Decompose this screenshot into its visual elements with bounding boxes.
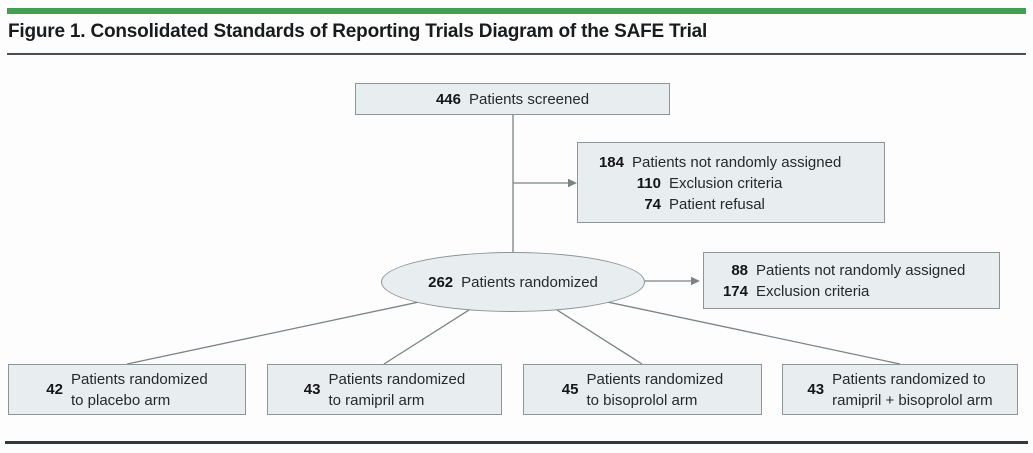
screened-count: 446	[435, 90, 461, 108]
arm-label-line2: to placebo arm	[70, 391, 171, 409]
arm-label-line2: to bisoprolol arm	[586, 391, 698, 409]
arm-label: Patients randomized to ramipril + bisopr…	[832, 369, 992, 411]
ellipse-patients-randomized: 262 Patients randomized	[381, 252, 645, 312]
accent-bar	[7, 8, 1026, 14]
box-arm-placebo: 42 Patients randomized to placebo arm	[8, 364, 246, 415]
figure-title: Figure 1. Consolidated Standards of Repo…	[8, 21, 708, 42]
box-arm-ramipril: 43 Patients randomized to ramipril arm	[267, 364, 502, 415]
arm-label-line2: to ramipril arm	[328, 391, 425, 409]
label: Patient refusal	[669, 196, 765, 213]
arm-label: Patients randomized to ramipril arm	[328, 369, 465, 411]
label: Exclusion criteria	[756, 283, 870, 300]
count: 184	[598, 154, 624, 171]
count: 88	[731, 262, 748, 279]
arm-count: 45	[561, 381, 579, 398]
box-patients-screened: 446 Patients screened	[355, 83, 670, 115]
exclusion-line: 74 Patient refusal	[586, 194, 884, 215]
count: 74	[644, 196, 661, 213]
count: 174	[722, 283, 748, 300]
box-not-randomly-assigned-upper: 184 Patients not randomly assigned 110 E…	[577, 142, 885, 223]
title-rule	[7, 53, 1026, 55]
count: 110	[636, 175, 661, 192]
label: Patients not randomly assigned	[632, 154, 842, 171]
exclusion-line: 184 Patients not randomly assigned	[586, 152, 884, 173]
exclusion-line: 88 Patients not randomly assigned	[710, 260, 999, 281]
arrowhead-excluded-top	[568, 178, 577, 188]
arm-label: Patients randomized to placebo arm	[71, 369, 208, 411]
arm-label-line2: ramipril + bisoprolol arm	[832, 391, 993, 409]
randomized-count: 262	[428, 273, 454, 291]
arm-count: 43	[807, 381, 825, 398]
arrowhead-excluded-mid	[691, 276, 700, 286]
exclusion-line: 110 Exclusion criteria	[586, 173, 884, 194]
arm-label-line1: Patients randomized to	[832, 370, 986, 388]
label: Exclusion criteria	[669, 175, 783, 192]
arm-label: Patients randomized to bisoprolol arm	[586, 369, 723, 411]
arm-label-line1: Patients randomized	[586, 370, 724, 388]
arm-label-line1: Patients randomized	[70, 370, 208, 388]
box-arm-ramipril-bisoprolol: 43 Patients randomized to ramipril + bis…	[782, 364, 1018, 415]
box-not-randomly-assigned-lower: 88 Patients not randomly assigned 174 Ex…	[703, 252, 1000, 309]
arm-label-line1: Patients randomized	[328, 370, 466, 388]
box-arm-bisoprolol: 45 Patients randomized to bisoprolol arm	[523, 364, 762, 415]
exclusion-line: 174 Exclusion criteria	[710, 281, 999, 302]
screened-label: Patients screened	[468, 90, 590, 108]
label: Patients not randomly assigned	[756, 262, 966, 279]
bottom-rule	[5, 441, 1028, 444]
randomized-label: Patients randomized	[461, 273, 598, 291]
arm-count: 42	[46, 381, 63, 398]
arm-count: 43	[303, 381, 321, 398]
